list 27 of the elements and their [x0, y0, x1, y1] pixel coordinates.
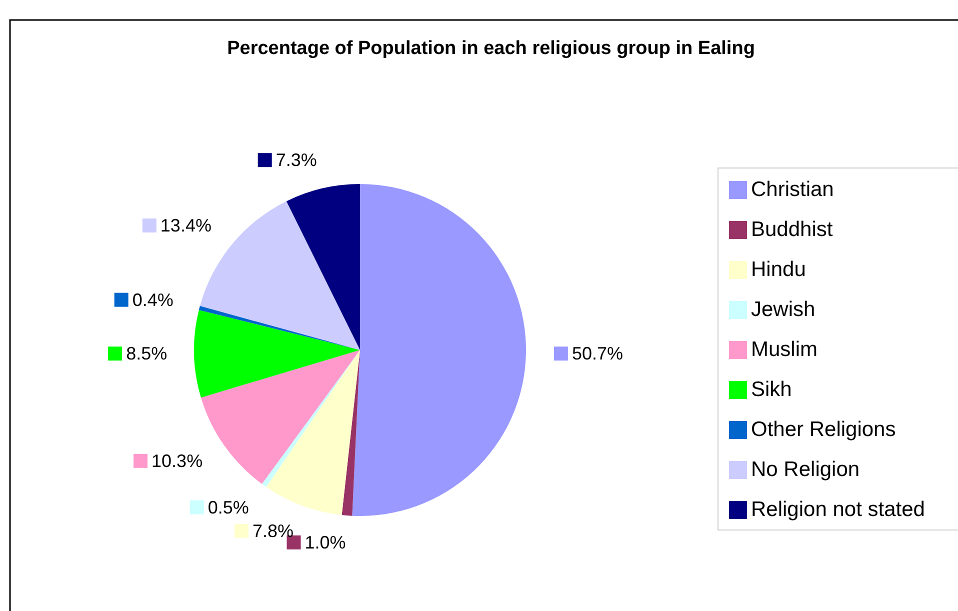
data-label: 7.3% [276, 150, 317, 170]
legend-label: No Religion [751, 458, 860, 481]
legend-label: Sikh [751, 378, 792, 401]
legend-label: Christian [751, 178, 834, 201]
pie-slice [266, 350, 360, 515]
data-label: 10.3% [152, 450, 203, 471]
data-label: 0.4% [132, 290, 174, 310]
pie-slice [194, 310, 360, 398]
data-label: 0.5% [208, 497, 249, 518]
legend-label: Religion not stated [751, 498, 925, 521]
legend-label: Muslim [751, 338, 818, 361]
data-label: 8.5% [126, 344, 168, 364]
pie-slice [262, 350, 360, 487]
pie-slice [342, 350, 360, 516]
pie-slice [286, 184, 360, 350]
pie-slice [198, 306, 360, 350]
legend-label: Jewish [751, 298, 816, 321]
chart-title: Percentage of Population in each religious group in Ealing [227, 38, 755, 59]
legend-label: Buddhist [751, 218, 833, 241]
pie-slice [200, 350, 360, 484]
data-label: 7.8% [252, 520, 294, 541]
legend-label: Hindu [751, 258, 806, 281]
data-label: 13.4% [160, 215, 212, 236]
pie-slice [352, 184, 526, 516]
data-label: 50.7% [572, 344, 623, 364]
data-label: 1.0% [304, 532, 346, 552]
legend-label: Other Religions [751, 418, 896, 441]
